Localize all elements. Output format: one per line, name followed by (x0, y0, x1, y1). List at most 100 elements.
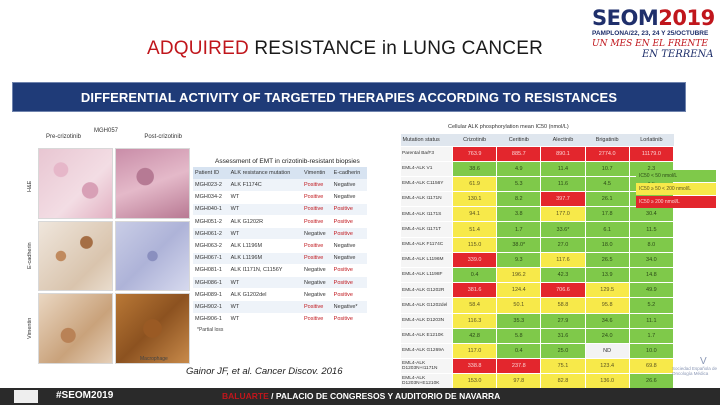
ic50-value-cell: 123.4 (584, 358, 630, 375)
ic50-value-cell: 11.4 (540, 160, 586, 177)
table-cell: ALK F1174C (228, 179, 303, 192)
ic50-value-cell: 61.9 (451, 175, 498, 193)
ic50-value-cell: 58.4 (451, 297, 498, 314)
ic50-value-cell: 237.8 (496, 358, 542, 375)
ic50-value-cell: 58.8 (540, 297, 586, 314)
mutation-cell: EML4-ALK V1 (400, 160, 453, 177)
ic50-value-cell: 33.6* (540, 221, 586, 238)
table-cell: Positive (302, 191, 332, 204)
ic50-value-cell: 124.4 (496, 282, 542, 299)
table-row: MGH040-1 WT Positive Positive (193, 203, 367, 217)
ic50-table: Cellular ALK phosphorylation mean IC50 (… (400, 124, 675, 390)
ic50-value-cell: 24.0 (584, 327, 630, 344)
table-row: EML4-ALK F1174C 115.0 38.0* 27.0 18.0 8.0 (400, 236, 675, 253)
ic50-value-cell: ND (584, 342, 630, 360)
ic50-value-cell: 706.6 (540, 282, 586, 299)
table-cell: Negative* (331, 300, 367, 314)
citation: Gainor JF, et al. Cancer Discov. 2016 (186, 366, 343, 377)
table-cell: Positive (302, 313, 332, 326)
table-row: EML4-ALK D1203N+I1171N 338.8 237.8 75.1 123.… (400, 358, 675, 375)
legend-item: IC50 < 50 nmol/L (636, 170, 716, 182)
table-row: MGH023-2 ALK F1174C Positive Negative (193, 179, 367, 192)
ic50-column-header: Crizotinib (452, 134, 497, 146)
ic50-legend: IC50 < 50 nmol/L IC50 ≥ 50 < 200 nmol/L IC… (636, 170, 716, 209)
logo-main: SEOM2019 (592, 6, 716, 30)
table-row: EML4-ALK E1210K 42.8 5.8 31.6 24.0 1.7 (400, 327, 675, 344)
table-cell: Negative (302, 227, 332, 241)
table-cell: MGH089-1 (193, 288, 229, 302)
emt-table-caption: Assessment of EMT in crizotinib-resistan… (215, 158, 360, 165)
ic50-value-cell: 27.0 (540, 236, 586, 253)
hashtag: #SEOM2019 (56, 390, 114, 401)
ic50-value-cell: 51.4 (451, 221, 498, 238)
table-row: EML4-ALK G1269A 117.0 0.4 25.0 ND 10.0 (400, 342, 675, 360)
ic50-value-cell: 115.0 (451, 236, 498, 253)
table-cell: Positive (302, 252, 332, 265)
emt-column-header: ALK resistance mutation (228, 167, 303, 179)
table-cell: Positive (302, 239, 332, 253)
ic50-value-cell: 8.2 (496, 191, 542, 208)
table-row: EML4-ALK V1 38.6 4.9 11.4 10.7 2.3 (400, 160, 675, 177)
ic50-value-cell: 26.5 (584, 251, 630, 269)
ic50-value-cell: 136.0 (584, 373, 630, 390)
ic50-value-cell: 4.9 (496, 160, 542, 177)
venue: BALUARTE / PALACIO DE CONGRESOS Y AUDITO… (222, 391, 500, 401)
page-title: ADQUIRED RESISTANCE in LUNG CANCER (0, 38, 690, 60)
ic50-value-cell: 9.3 (496, 251, 542, 269)
mutation-cell: EML4-ALK D1203N+I1171N (400, 358, 453, 375)
table-cell: Positive (302, 215, 332, 229)
table-row: MGH906-1 WT Positive Positive (193, 313, 367, 326)
table-cell: Positive (331, 264, 367, 278)
table-cell: WT (228, 191, 303, 204)
table-cell: WT (228, 300, 303, 314)
ic50-value-cell: 5.2 (628, 297, 675, 314)
emt-column-header: E-cadherin (331, 167, 367, 179)
logo-handwriting-2: EN TERRENA (642, 49, 714, 60)
table-cell: ALK G1202R (228, 215, 303, 229)
mutation-cell: EML4-ALK L1198F (400, 266, 453, 284)
mutation-cell: Parental Ba/F3 (400, 145, 453, 162)
table-row: MGH063-2 ALK L1196M Positive Negative (193, 239, 367, 253)
table-cell: MGH040-1 (193, 203, 229, 217)
mutation-cell: EML4-ALK D1203N+E1210K (400, 373, 453, 390)
table-cell: Positive (331, 215, 367, 229)
table-cell: Positive (331, 203, 367, 217)
ic50-value-cell: 31.6 (540, 327, 586, 344)
ic50-value-cell: 95.8 (584, 297, 630, 314)
ic50-value-cell: 129.5 (584, 282, 630, 299)
ic50-value-cell: 42.8 (451, 327, 498, 344)
ic50-column-header: Alectinib (540, 134, 586, 146)
ic50-value-cell: 397.7 (540, 191, 586, 208)
ic50-value-cell: 116.3 (451, 312, 498, 329)
footer-bar: #SEOM2019 BALUARTE / PALACIO DE CONGRESO… (0, 388, 720, 405)
table-cell: MGH023-2 (193, 179, 229, 192)
title-rest: RESISTANCE in LUNG CANCER (248, 38, 543, 59)
histology-image (115, 220, 190, 292)
table-cell: MGH906-1 (193, 313, 229, 326)
histology-image (38, 293, 113, 364)
table-row: MGH086-1 WT Negative Positive (193, 276, 367, 290)
ic50-value-cell: 196.2 (496, 266, 542, 284)
table-row: EML4-ALK G1202del 58.4 50.1 58.8 95.8 5.2 (400, 297, 675, 314)
ic50-value-cell: 25.0 (540, 342, 586, 360)
logo-handwriting-1: UN MES EN EL FRENTE (592, 39, 708, 49)
ic50-value-cell: 1.7 (628, 327, 675, 344)
table-row: MGH067-1 ALK L1196M Positive Negative (193, 252, 367, 265)
mutation-cell: EML4-ALK D1203N (400, 312, 453, 329)
emt-table-footnote: *Partial loss (197, 326, 224, 333)
ic50-value-cell: 17.8 (584, 206, 630, 223)
table-cell: WT (228, 313, 303, 326)
table-cell: Positive (331, 276, 367, 290)
venue-a: BALUARTE (222, 391, 269, 401)
ic50-value-cell: 82.8 (540, 373, 586, 390)
panel-column-headers: Pre-crizotinib Post-crizotinib (38, 134, 190, 148)
ic50-value-cell: 97.8 (496, 373, 542, 390)
table-cell: MGH081-1 (193, 264, 229, 278)
table-cell: Negative (331, 252, 367, 265)
ic50-value-cell: 94.1 (451, 206, 498, 223)
ic50-value-cell: 153.0 (451, 373, 498, 390)
ic50-value-cell: 0.4 (496, 342, 542, 360)
ic50-value-cell: 338.8 (451, 358, 498, 375)
